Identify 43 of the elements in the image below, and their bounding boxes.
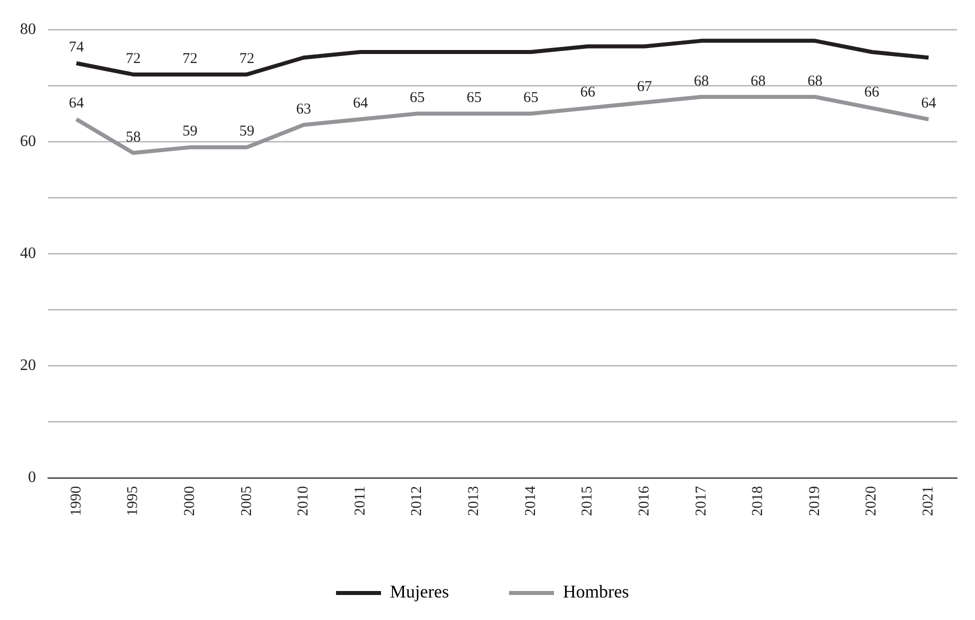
legend-label: Mujeres xyxy=(390,582,449,602)
data-label: 68 xyxy=(750,73,766,90)
x-tick-label: 2000 xyxy=(182,486,198,516)
data-label: 64 xyxy=(921,96,937,112)
x-tick-label: 2011 xyxy=(352,486,368,516)
x-tick-label: 1990 xyxy=(68,486,84,516)
x-tick-label: 2005 xyxy=(238,486,255,516)
data-label: 68 xyxy=(694,73,709,90)
data-label: 58 xyxy=(126,129,141,146)
x-tick-label: 1995 xyxy=(125,486,142,516)
y-tick-label: 40 xyxy=(20,245,36,262)
data-label: 65 xyxy=(466,90,482,106)
data-label: 72 xyxy=(182,50,198,67)
data-label: 59 xyxy=(239,124,254,140)
x-tick-label: 2016 xyxy=(636,486,652,516)
data-label: 63 xyxy=(296,101,312,118)
data-label: 64 xyxy=(352,96,368,112)
data-label: 65 xyxy=(523,90,538,106)
x-tick-label: 2010 xyxy=(296,486,312,516)
x-tick-label: 2012 xyxy=(409,486,426,516)
data-label: 66 xyxy=(580,84,596,101)
data-label: 72 xyxy=(239,50,254,67)
y-tick-label: 0 xyxy=(28,469,36,486)
x-tick-label: 2017 xyxy=(693,486,710,516)
data-label: 64 xyxy=(68,96,84,112)
data-label: 72 xyxy=(126,50,141,67)
y-tick-label: 60 xyxy=(20,132,36,150)
data-label: 66 xyxy=(864,84,880,101)
x-tick-label: 2018 xyxy=(750,486,766,516)
y-tick-label: 80 xyxy=(20,20,36,38)
y-tick-label: 20 xyxy=(20,357,36,374)
data-label: 74 xyxy=(68,40,84,56)
x-tick-label: 2021 xyxy=(920,486,937,516)
x-tick-label: 2015 xyxy=(580,486,596,516)
data-label: 59 xyxy=(182,124,198,140)
x-tick-label: 2020 xyxy=(864,486,880,516)
data-label: 65 xyxy=(410,90,425,106)
x-tick-label: 2013 xyxy=(466,486,482,516)
x-tick-label: 2019 xyxy=(806,486,823,516)
x-tick-label: 2014 xyxy=(522,486,539,516)
data-label: 68 xyxy=(807,73,822,90)
data-label: 67 xyxy=(637,78,653,95)
legend-label: Hombres xyxy=(563,582,629,602)
